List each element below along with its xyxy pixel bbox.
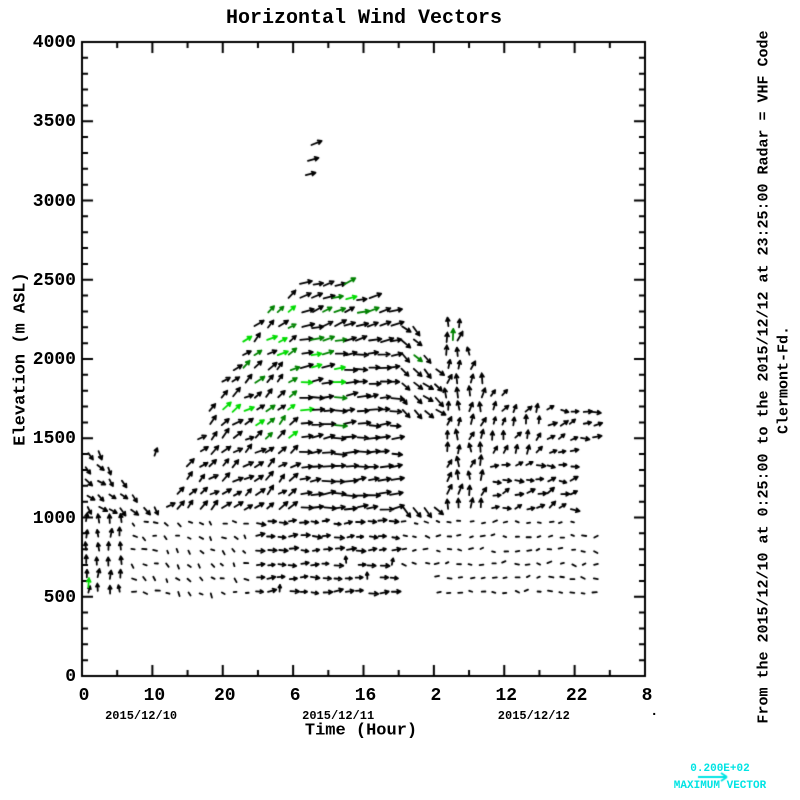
y-tick-label: 2000	[32, 350, 76, 370]
y-axis-title: Elevation (m ASL)	[11, 272, 31, 446]
x-tick-label: 12	[495, 686, 518, 706]
x-tick-label: 6	[289, 686, 301, 706]
stray-dot: .	[650, 704, 659, 720]
right-annotation-station: Clermont-Fd.	[775, 325, 793, 435]
y-tick-label: 4000	[32, 33, 76, 53]
y-tick-label: 3000	[32, 191, 76, 212]
x-date-label: 2015/12/10	[105, 709, 178, 723]
max-vector-value: 0.200E+02	[690, 763, 750, 775]
x-tick-label: 2	[430, 686, 442, 706]
y-tick-label: 1500	[32, 429, 76, 450]
plot-title: Horizontal Wind Vectors	[225, 7, 503, 30]
x-tick-label: 0	[78, 686, 90, 706]
right-annotation-period: From the 2015/12/10 at 0:25:00 to the 20…	[755, 30, 773, 724]
x-tick-label: 22	[565, 686, 588, 706]
x-axis-title: Time (Hour)	[304, 721, 418, 741]
y-tick-label: 0	[65, 667, 76, 687]
y-tick-label: 500	[43, 587, 76, 608]
x-tick-label: 8	[641, 686, 653, 706]
x-date-label: 2015/12/12	[497, 709, 570, 723]
max-vector-label: MAXIMUM VECTOR	[673, 780, 767, 792]
y-tick-label: 3500	[32, 112, 76, 133]
y-tick-label: 2500	[32, 270, 76, 291]
x-tick-label: 20	[213, 686, 236, 706]
x-date-label: 2015/12/11	[302, 709, 375, 723]
x-tick-label: 16	[354, 686, 377, 706]
y-tick-label: 1000	[32, 508, 76, 529]
x-tick-label: 10	[143, 686, 166, 706]
